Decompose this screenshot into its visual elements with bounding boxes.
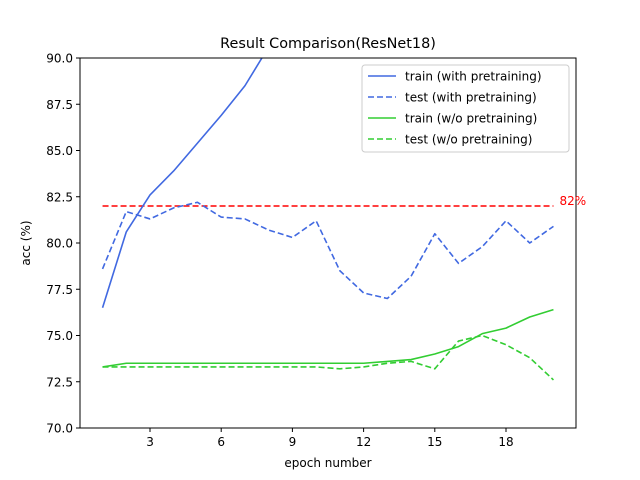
y-tick-label: 87.5 — [46, 98, 73, 112]
y-tick-label: 77.5 — [46, 283, 73, 297]
x-tick-label: 9 — [289, 435, 297, 449]
series-line-1 — [101, 58, 263, 308]
x-tick-label: 12 — [356, 435, 371, 449]
x-axis-label: epoch number — [284, 456, 371, 470]
chart-title: Result Comparison(ResNet18) — [220, 36, 436, 52]
y-axis-label: acc (%) — [19, 220, 33, 265]
series-line-2 — [101, 201, 554, 300]
legend-box — [361, 64, 570, 153]
legend-label-1: train (with pretraining) — [405, 70, 542, 84]
plot-area — [101, 58, 555, 381]
legend-label-4: test (w/o pretraining) — [405, 133, 532, 147]
x-tick-label: 15 — [427, 435, 442, 449]
y-tick-label: 80.0 — [46, 237, 73, 251]
reference-line-label: 82% — [559, 194, 586, 208]
y-tick-label: 72.5 — [46, 375, 73, 389]
series-line-4 — [102, 334, 555, 381]
legend-label-2: test (with pretraining) — [405, 91, 537, 105]
x-tick-label: 18 — [498, 435, 513, 449]
x-tick-label: 3 — [146, 435, 154, 449]
y-tick-label: 70.0 — [46, 422, 73, 436]
x-tick-label: 6 — [217, 435, 225, 449]
y-tick-label: 85.0 — [46, 144, 73, 158]
y-tick-label: 90.0 — [46, 52, 73, 66]
y-tick-label: 75.0 — [46, 329, 73, 343]
legend: train (with pretraining) test (with pretr… — [361, 64, 570, 153]
y-tick-label: 82.5 — [46, 190, 73, 204]
legend-label-3: train (w/o pretraining) — [405, 112, 537, 126]
